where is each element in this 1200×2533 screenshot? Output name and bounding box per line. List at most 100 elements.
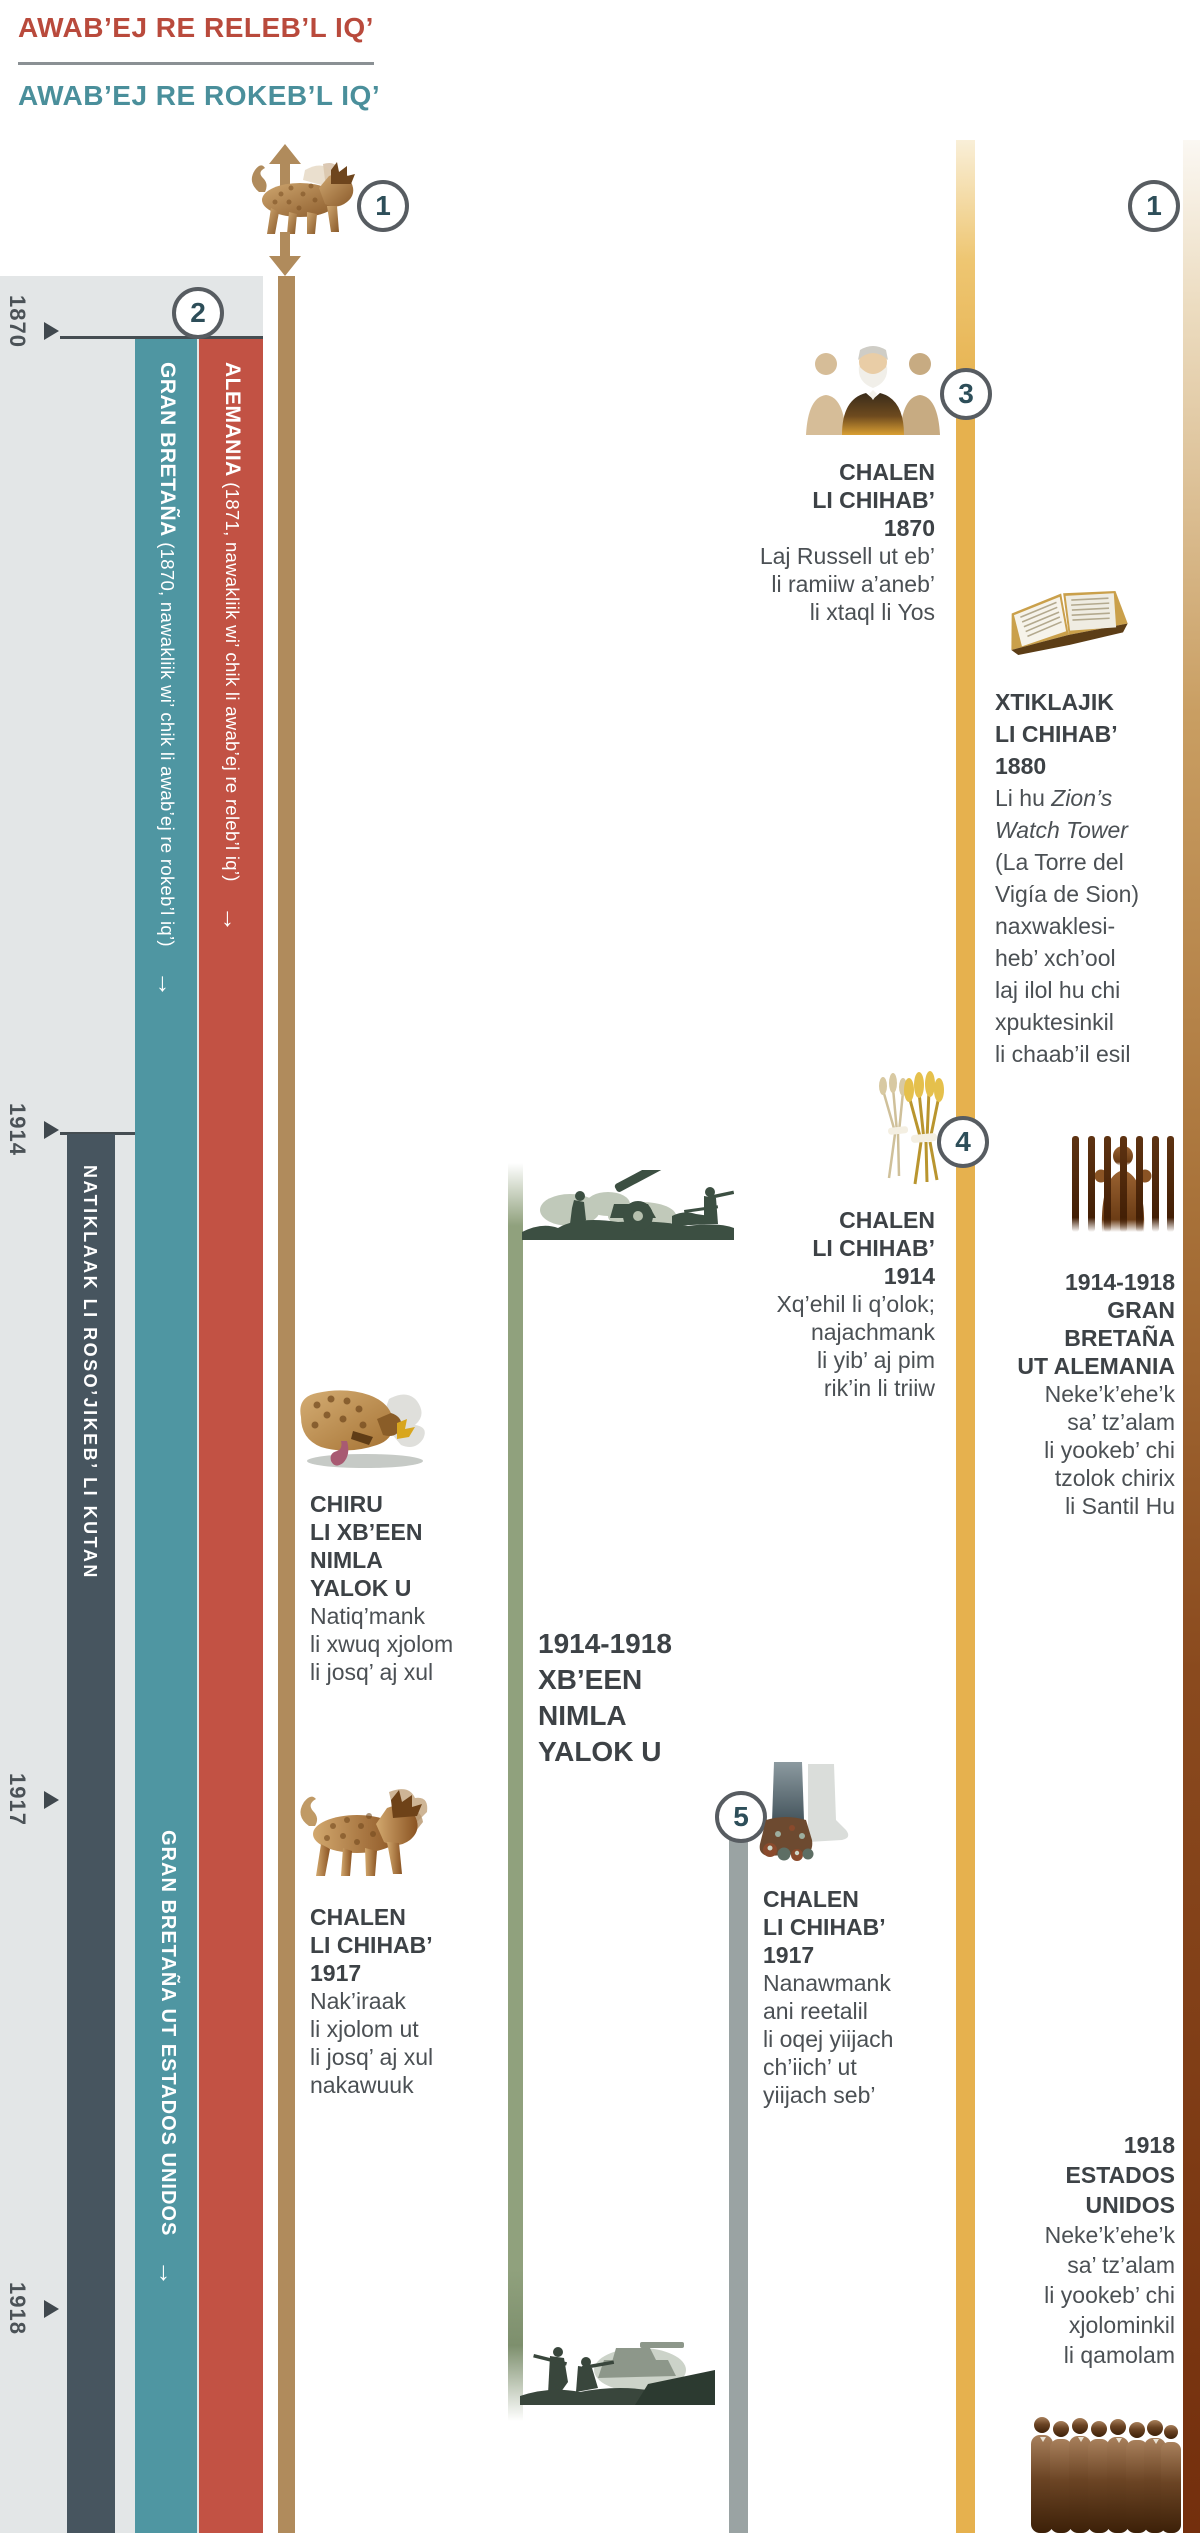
text-line: 1917 <box>763 1942 815 1968</box>
war-timeline-bar <box>508 1163 523 2421</box>
kings-timeline-bar <box>1183 140 1200 2533</box>
event-1870-heading: CHALEN LI CHIHAB’ 1870 <box>685 458 935 542</box>
brothers-group-image <box>1028 2413 1181 2533</box>
event-1880-lead-normal: Li hu <box>995 785 1052 811</box>
text-line: li josq’ aj xul <box>310 1659 434 1685</box>
text-line: LI CHIHAB’ <box>812 1235 935 1261</box>
event-ww1: 1914-1918 XB’EEN NIMLA YALOK U <box>538 1626 738 1770</box>
event-1917-beast-heading: CHALEN LI CHIHAB’ 1917 <box>310 1903 520 1987</box>
year-arrow-1914 <box>44 1121 59 1139</box>
marker-2: 2 <box>172 287 224 339</box>
event-1918: 1918 ESTADOS UNIDOS Neke’k’ehe’k sa’ tz’ala… <box>1025 2130 1175 2370</box>
event-1880-lead-line: Li hu Zion’s <box>995 782 1185 814</box>
text-line: li qamolam <box>1063 2342 1175 2368</box>
text-line: heb’ xch’ool <box>995 945 1116 971</box>
year-line-1870 <box>60 336 263 339</box>
year-arrow-1917 <box>44 1791 59 1809</box>
event-1870: CHALEN LI CHIHAB’ 1870 Laj Russell ut eb’ l… <box>685 458 935 626</box>
event-prison-body: Neke’k’ehe’k sa’ tz’alam li yookeb’ chi tzo… <box>1000 1380 1175 1520</box>
text-line: XB’EEN <box>538 1664 643 1695</box>
page-title-east: AWAB’EJ RE RELEB’L IQ’ <box>18 12 374 43</box>
germany-bar <box>199 339 263 2533</box>
event-1880-italic-title: Watch Tower <box>995 817 1128 843</box>
marker-1-right: 1 <box>1128 180 1180 232</box>
text-line: Natiq’mank <box>310 1603 426 1629</box>
text-line: xjolominkil <box>1068 2312 1175 2338</box>
text-line: li yookeb’ chi <box>1044 1437 1175 1463</box>
text-line: laj ilol hu chi <box>995 977 1121 1003</box>
britain-bar-note: (1870, nawakliik wi’ chik li awab’ej re … <box>157 536 178 947</box>
text-line: GRAN <box>1107 1297 1175 1323</box>
event-1917-beast: CHALEN LI CHIHAB’ 1917 Nak’iraak li xjolom … <box>310 1903 520 2099</box>
text-line: 1918 <box>1123 2132 1175 2158</box>
event-1914-heading: CHALEN LI CHIHAB’ 1914 <box>685 1206 935 1290</box>
britain-us-bar-name: GRAN BRETAÑA UT ESTADOS UNIDOS <box>157 1830 179 2237</box>
text-line: (La Torre del <box>995 849 1124 875</box>
year-label-1918: 1918 <box>5 2282 30 2335</box>
event-1918-body: Neke’k’ehe’k sa’ tz’alam li yookeb’ chi xjo… <box>1025 2220 1175 2370</box>
text-line: 1917 <box>310 1960 362 1986</box>
text-line: li ramiiw a’aneb’ <box>771 571 935 597</box>
last-days-bar <box>67 1134 115 2533</box>
iron-clay-feet-image <box>752 1762 852 1862</box>
marker-3: 3 <box>940 368 992 420</box>
text-line: LI XB’EEN <box>310 1519 423 1545</box>
text-line: ch’iich’ ut <box>763 2054 857 2080</box>
event-ww1-heading: 1914-1918 XB’EEN NIMLA YALOK U <box>538 1626 738 1770</box>
text-line: UNIDOS <box>1085 2192 1175 2218</box>
text-line: Laj Russell ut eb’ <box>759 543 935 569</box>
text-line: 1880 <box>995 753 1047 779</box>
event-1914-body: Xq’ehil li q’olok; najachmank li yib’ aj p… <box>685 1290 935 1402</box>
event-1880-body: (La Torre del Vigía de Sion) naxwaklesi-he… <box>995 846 1185 1070</box>
event-1917-feet-body: Nanawmank ani reetalil li oqej yiijach ch’i… <box>763 1969 973 2109</box>
text-line: Neke’k’ehe’k <box>1044 2222 1175 2248</box>
text-line: 1914-1918 <box>538 1628 672 1659</box>
event-1917-feet: CHALEN LI CHIHAB’ 1917 Nanawmank ani reetal… <box>763 1885 973 2109</box>
marker-5: 5 <box>715 1791 767 1843</box>
down-arrow-icon: → <box>153 2260 183 2287</box>
text-line: naxwaklesi- <box>995 913 1116 939</box>
text-line: XTIKLAJIK <box>995 689 1114 715</box>
britain-bar-label: GRAN BRETAÑA (1870, nawakliik wi’ chik l… <box>151 362 182 997</box>
text-line: CHALEN <box>839 459 935 485</box>
text-line: CHALEN <box>310 1904 406 1930</box>
text-line: CHALEN <box>763 1886 859 1912</box>
event-1880: XTIKLAJIK LI CHIHAB’ 1880 Li hu Zion’s Wat… <box>995 686 1185 1070</box>
year-label-1917: 1917 <box>5 1773 30 1826</box>
text-line: YALOK U <box>310 1575 412 1601</box>
text-line: CHALEN <box>839 1207 935 1233</box>
text-line: NIMLA <box>310 1547 383 1573</box>
text-line: rik’in li triiw <box>823 1375 935 1401</box>
world-war-tank-image <box>520 2330 715 2405</box>
event-1914: CHALEN LI CHIHAB’ 1914 Xq’ehil li q’olok; n… <box>685 1206 935 1402</box>
up-arrow-icon <box>268 144 302 188</box>
text-line: nakawuuk <box>310 2072 414 2098</box>
event-beast-wounded: CHIRU LI XB’EEN NIMLA YALOK U Natiq’mank li … <box>310 1490 520 1686</box>
world-war-artillery-image <box>522 1170 734 1240</box>
event-1917-beast-body: Nak’iraak li xjolom ut li josq’ aj xul naka… <box>310 1987 520 2099</box>
britain-bar <box>135 339 197 2533</box>
year-line-1914 <box>60 1132 135 1135</box>
event-1880-lead-italic: Zion’s <box>1051 785 1113 811</box>
year-label-1914: 1914 <box>5 1103 30 1156</box>
down-arrow-icon: → <box>152 970 182 997</box>
text-line: li chaab’il esil <box>995 1041 1131 1067</box>
text-line: NIMLA <box>538 1700 627 1731</box>
marker-1-left: 1 <box>357 180 409 232</box>
text-line: sa’ tz’alam <box>1067 1409 1175 1435</box>
text-line: sa’ tz’alam <box>1067 2252 1175 2278</box>
wounded-beast-image <box>293 1375 433 1470</box>
text-line: 1914-1918 <box>1065 1269 1175 1295</box>
text-line: Vigía de Sion) <box>995 881 1140 907</box>
text-line: 1914 <box>883 1263 935 1289</box>
britain-us-bar-label: GRAN BRETAÑA UT ESTADOS UNIDOS → <box>152 1830 183 2286</box>
event-beast-wounded-heading: CHIRU LI XB’EEN NIMLA YALOK U <box>310 1490 520 1602</box>
germany-bar-note: (1871, nawakliik wi’ chik li awab’ej re … <box>222 476 243 882</box>
text-line: YALOK U <box>538 1736 662 1767</box>
text-line: li xtaql li Yos <box>809 599 935 625</box>
beast-timeline-bar <box>278 276 295 2533</box>
image-timeline-bar <box>729 1840 748 2533</box>
germany-bar-label: ALEMANIA (1871, nawakliik wi’ chik li aw… <box>216 362 247 932</box>
text-line: tzolok chirix <box>1054 1465 1175 1491</box>
